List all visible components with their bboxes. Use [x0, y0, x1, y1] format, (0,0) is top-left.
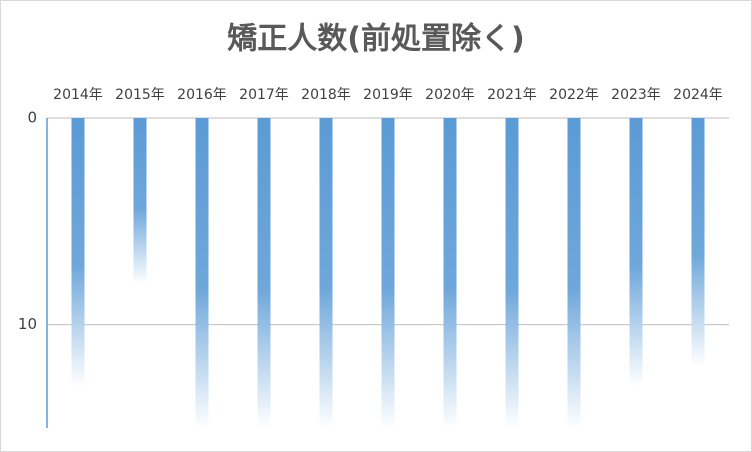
- bar: [443, 118, 457, 428]
- bar: [319, 118, 333, 428]
- bar: [567, 118, 581, 428]
- bar: [71, 118, 85, 387]
- x-tick-label: 2022年: [549, 87, 599, 103]
- bar: [381, 118, 395, 428]
- bar: [629, 118, 643, 387]
- y-tick-label: 0: [27, 109, 37, 127]
- x-tick-label: 2020年: [425, 87, 475, 103]
- x-tick-label: 2014年: [53, 87, 103, 103]
- x-tick-label: 2016年: [177, 87, 227, 103]
- chart-title: 矯正人数(前処置除く): [227, 22, 524, 57]
- x-tick-label: 2015年: [115, 87, 165, 103]
- bar: [691, 118, 705, 366]
- x-tick-label: 2023年: [611, 87, 661, 103]
- bar: [195, 118, 209, 428]
- bar: [505, 118, 519, 428]
- x-tick-label: 2018年: [301, 87, 351, 103]
- x-tick-label: 2017年: [239, 87, 289, 103]
- x-tick-label: 2024年: [673, 87, 723, 103]
- x-tick-label: 2021年: [487, 87, 537, 103]
- bar: [133, 118, 147, 284]
- y-tick-label: 10: [18, 315, 37, 333]
- bar: [257, 118, 271, 428]
- x-tick-label: 2019年: [363, 87, 413, 103]
